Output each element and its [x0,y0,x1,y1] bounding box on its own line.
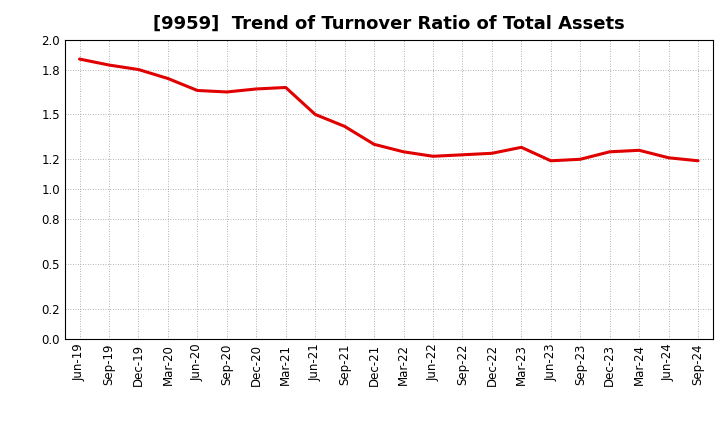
Title: [9959]  Trend of Turnover Ratio of Total Assets: [9959] Trend of Turnover Ratio of Total … [153,15,625,33]
